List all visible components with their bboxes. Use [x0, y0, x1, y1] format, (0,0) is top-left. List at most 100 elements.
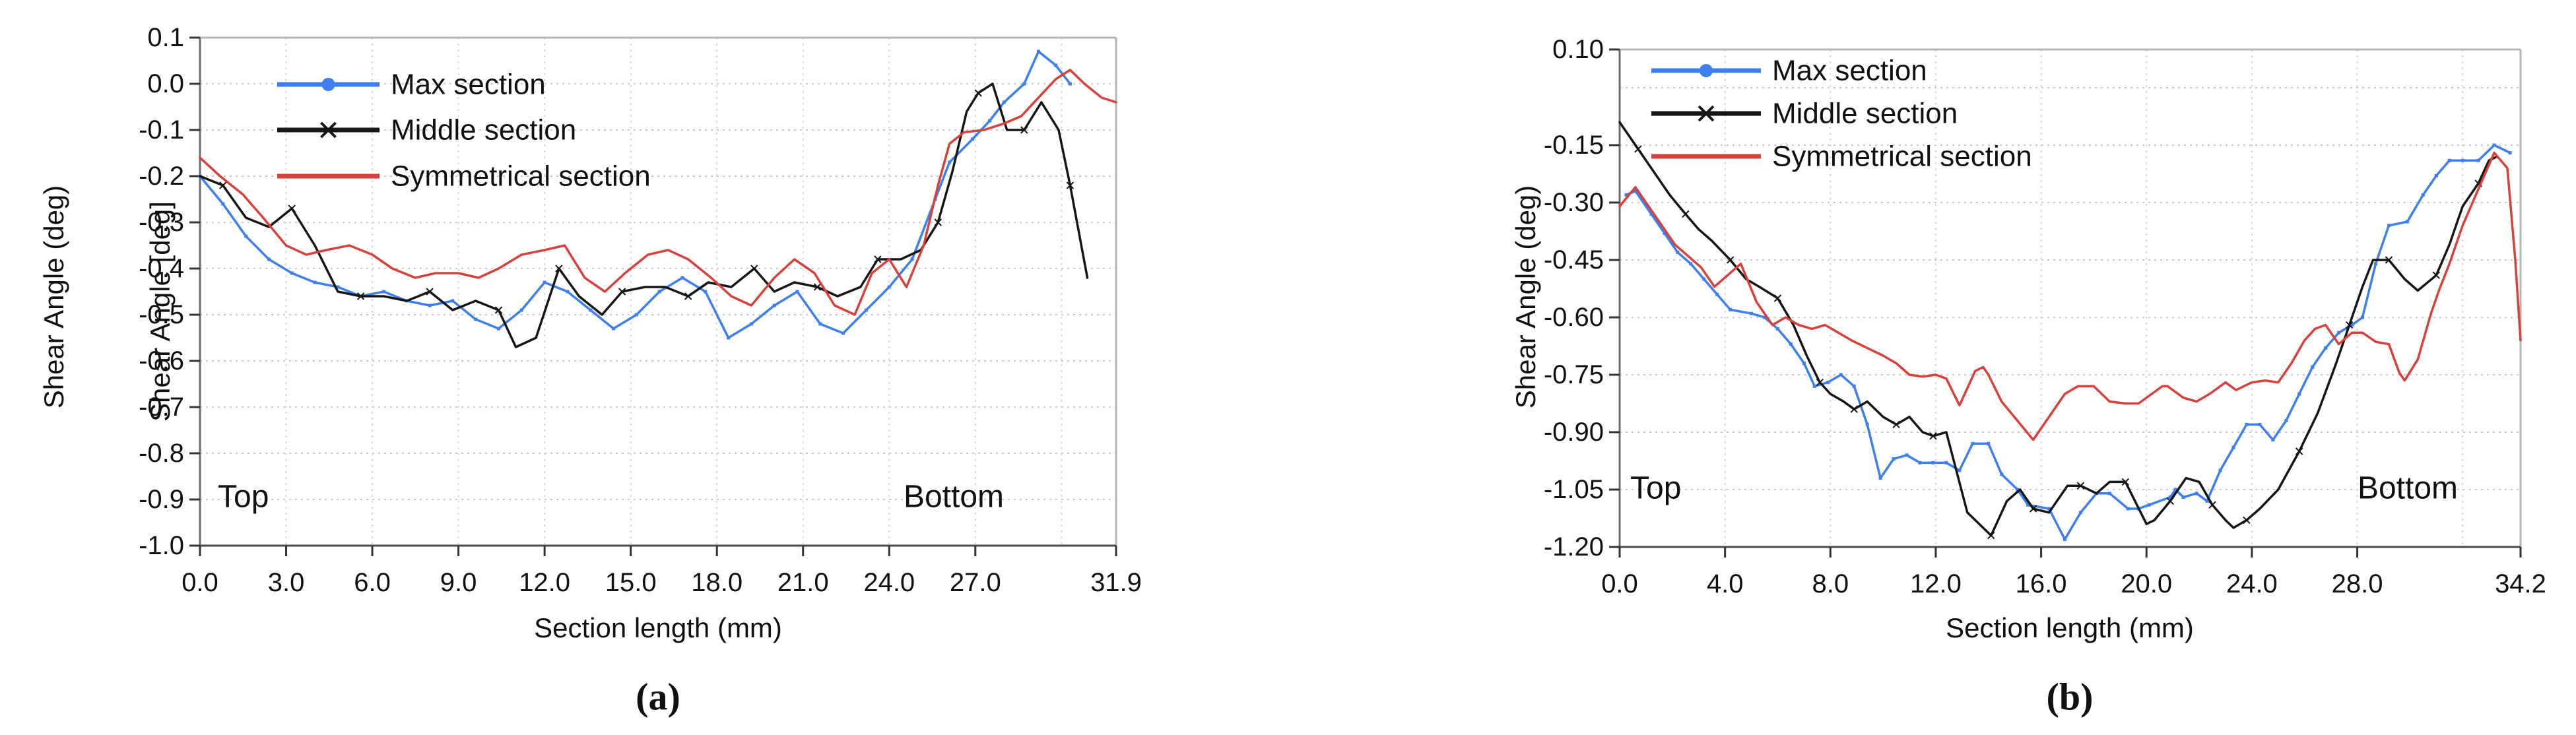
- chart-a-y-tick-label: -0.3: [139, 208, 184, 237]
- chart-b-marker-dot: [1812, 384, 1816, 388]
- chart-a-x-axis-title: Section length (mm): [534, 612, 782, 643]
- chart-a-marker-dot: [267, 257, 271, 261]
- chart-a-y-tick-label: -0.4: [139, 254, 184, 283]
- chart-a-x-tick-label: 15.0: [605, 568, 657, 597]
- chart-a-marker-dot: [680, 276, 684, 280]
- chart-a-marker-x: [555, 265, 563, 272]
- chart-a-x-tick-label: 31.9: [1090, 568, 1142, 597]
- chart-a-marker-dot: [612, 327, 616, 331]
- chart-b-marker-dot: [1958, 468, 1962, 472]
- chart-b-legend-x-marker: [1698, 105, 1715, 122]
- chart-b-marker-dot: [2405, 220, 2409, 224]
- chart-b-marker-dot: [2476, 158, 2480, 162]
- chart-a-marker-x: [618, 288, 626, 296]
- chart-a-marker-dot: [290, 271, 294, 275]
- chart-b-marker-dot: [2126, 507, 2130, 511]
- chart-b-series-max-section: [1625, 144, 2511, 541]
- chart-b-marker-x: [2243, 516, 2251, 525]
- chart-a-x-tick-label: 9.0: [440, 568, 477, 597]
- chart-b-y-tick-label: 0.10: [1552, 35, 1604, 64]
- chart-a-x-tick-label: 24.0: [863, 568, 915, 597]
- chart-a-x-tick-label: 0.0: [182, 568, 218, 597]
- chart-b-marker-dot: [2284, 419, 2288, 423]
- chart-b-marker-dot: [1839, 373, 1843, 377]
- chart-a-marker-dot: [428, 304, 432, 307]
- chart-a-annotation-bottom: Bottom: [903, 479, 1005, 515]
- chart-a-marker-x: [874, 255, 882, 263]
- chart-b-marker-dot: [2107, 492, 2111, 495]
- chart-a-marker-dot: [543, 280, 546, 284]
- chart-a-marker-dot: [634, 313, 638, 317]
- chart-a-legend-x-marker: [320, 121, 337, 139]
- chart-b-marker-dot: [1802, 362, 1806, 366]
- chart-a-y-tick-label: -0.7: [139, 393, 184, 422]
- chart-b-y-tick-label: -1.05: [1544, 475, 1604, 504]
- chart-a-marker-dot: [887, 285, 891, 289]
- chart-a-x-tick-label: 21.0: [777, 568, 829, 597]
- chart-b-marker-dot: [1702, 277, 1706, 281]
- chart-a-marker-dot: [1022, 82, 1026, 86]
- chart-b-marker-dot: [1715, 292, 1719, 296]
- chart-a-marker-dot: [910, 257, 914, 261]
- chart-a-y-tick-label: -1.0: [139, 531, 184, 560]
- chart-b-x-tick-label: 0.0: [1601, 569, 1638, 598]
- chart-a-marker-x: [1020, 126, 1028, 134]
- chart-a-marker-dot: [657, 290, 661, 294]
- chart-b-marker-x: [2295, 447, 2303, 455]
- chart-a-y-tick-label: -0.5: [139, 300, 184, 329]
- chart-b-marker-dot: [2078, 511, 2082, 515]
- chart-a-marker-x: [219, 181, 227, 189]
- chart-b-marker-x: [1987, 531, 1995, 540]
- chart-a-marker-dot: [519, 308, 523, 312]
- chart-a-marker-x: [934, 218, 942, 226]
- chart-b-marker-dot: [2297, 392, 2301, 396]
- chart-a-y-tick-label: 0.0: [147, 69, 184, 98]
- chart-b-marker-x: [2166, 497, 2174, 505]
- chart-a-y-tick-label: -0.6: [139, 346, 184, 375]
- chart-a-marker-x: [426, 288, 434, 296]
- chart-a-marker-dot: [566, 290, 570, 294]
- chart-b-legend-dot-marker: [1700, 64, 1713, 77]
- chart-a-marker-x: [1066, 181, 1074, 189]
- chart-b-marker-dot: [1624, 193, 1628, 197]
- chart-a-marker-x: [750, 265, 758, 272]
- chart-b-series-symmetrical-section: [1618, 151, 2522, 441]
- chart-b-marker-x: [1773, 294, 1782, 302]
- chart-b-legend-label: Symmetrical section: [1772, 141, 2032, 173]
- chart-a-y-tick-label: -0.1: [139, 115, 184, 144]
- chart-a-marker-x: [684, 292, 692, 300]
- chart-b-marker-dot: [1944, 461, 1948, 464]
- chart-b-marker-dot: [1775, 327, 1779, 331]
- chart-a-marker-x: [494, 306, 503, 314]
- chart-a-y-tick-label: -0.2: [139, 162, 184, 191]
- chart-a-marker-dot: [864, 308, 868, 312]
- chart-b-marker-dot: [2000, 472, 2004, 476]
- chart-b-marker-x: [2432, 271, 2440, 279]
- chart-b-marker-x: [2076, 482, 2085, 490]
- chart-b-y-tick-label: -1.20: [1544, 532, 1604, 561]
- chart-b-x-tick-label: 8.0: [1812, 569, 1849, 598]
- chart-b-y-tick-label: -0.15: [1544, 131, 1604, 160]
- chart-b-marker-dot: [2387, 224, 2391, 228]
- chart-a-marker-dot: [727, 336, 731, 340]
- chart-b-marker-x: [1726, 256, 1734, 264]
- chart-b-marker-dot: [2508, 151, 2512, 155]
- chart-b-marker-dot: [2181, 495, 2185, 499]
- chart-b-marker-dot: [2492, 143, 2496, 147]
- chart-a-marker-dot: [221, 202, 225, 206]
- chart-b-marker-dot: [2460, 158, 2464, 162]
- chart-a-marker-dot: [1037, 49, 1041, 53]
- chart-a-legend-label: Symmetrical section: [391, 160, 651, 193]
- chart-b-x-tick-label: 4.0: [1707, 569, 1744, 598]
- chart-b-marker-dot: [2205, 499, 2209, 503]
- chart-a-x-tick-label: 18.0: [691, 568, 743, 597]
- chart-a-legend-label: Max section: [391, 69, 546, 101]
- chart-b-x-tick-label: 28.0: [2332, 569, 2383, 598]
- chart-b-y-tick-label: -0.30: [1544, 188, 1604, 217]
- chart-a-marker-dot: [970, 137, 974, 141]
- chart-b-caption: (b): [2046, 675, 2094, 719]
- chart-a-marker-dot: [1002, 100, 1006, 104]
- chart-a-x-tick-label: 12.0: [519, 568, 570, 597]
- chart-a-marker-dot: [772, 304, 776, 307]
